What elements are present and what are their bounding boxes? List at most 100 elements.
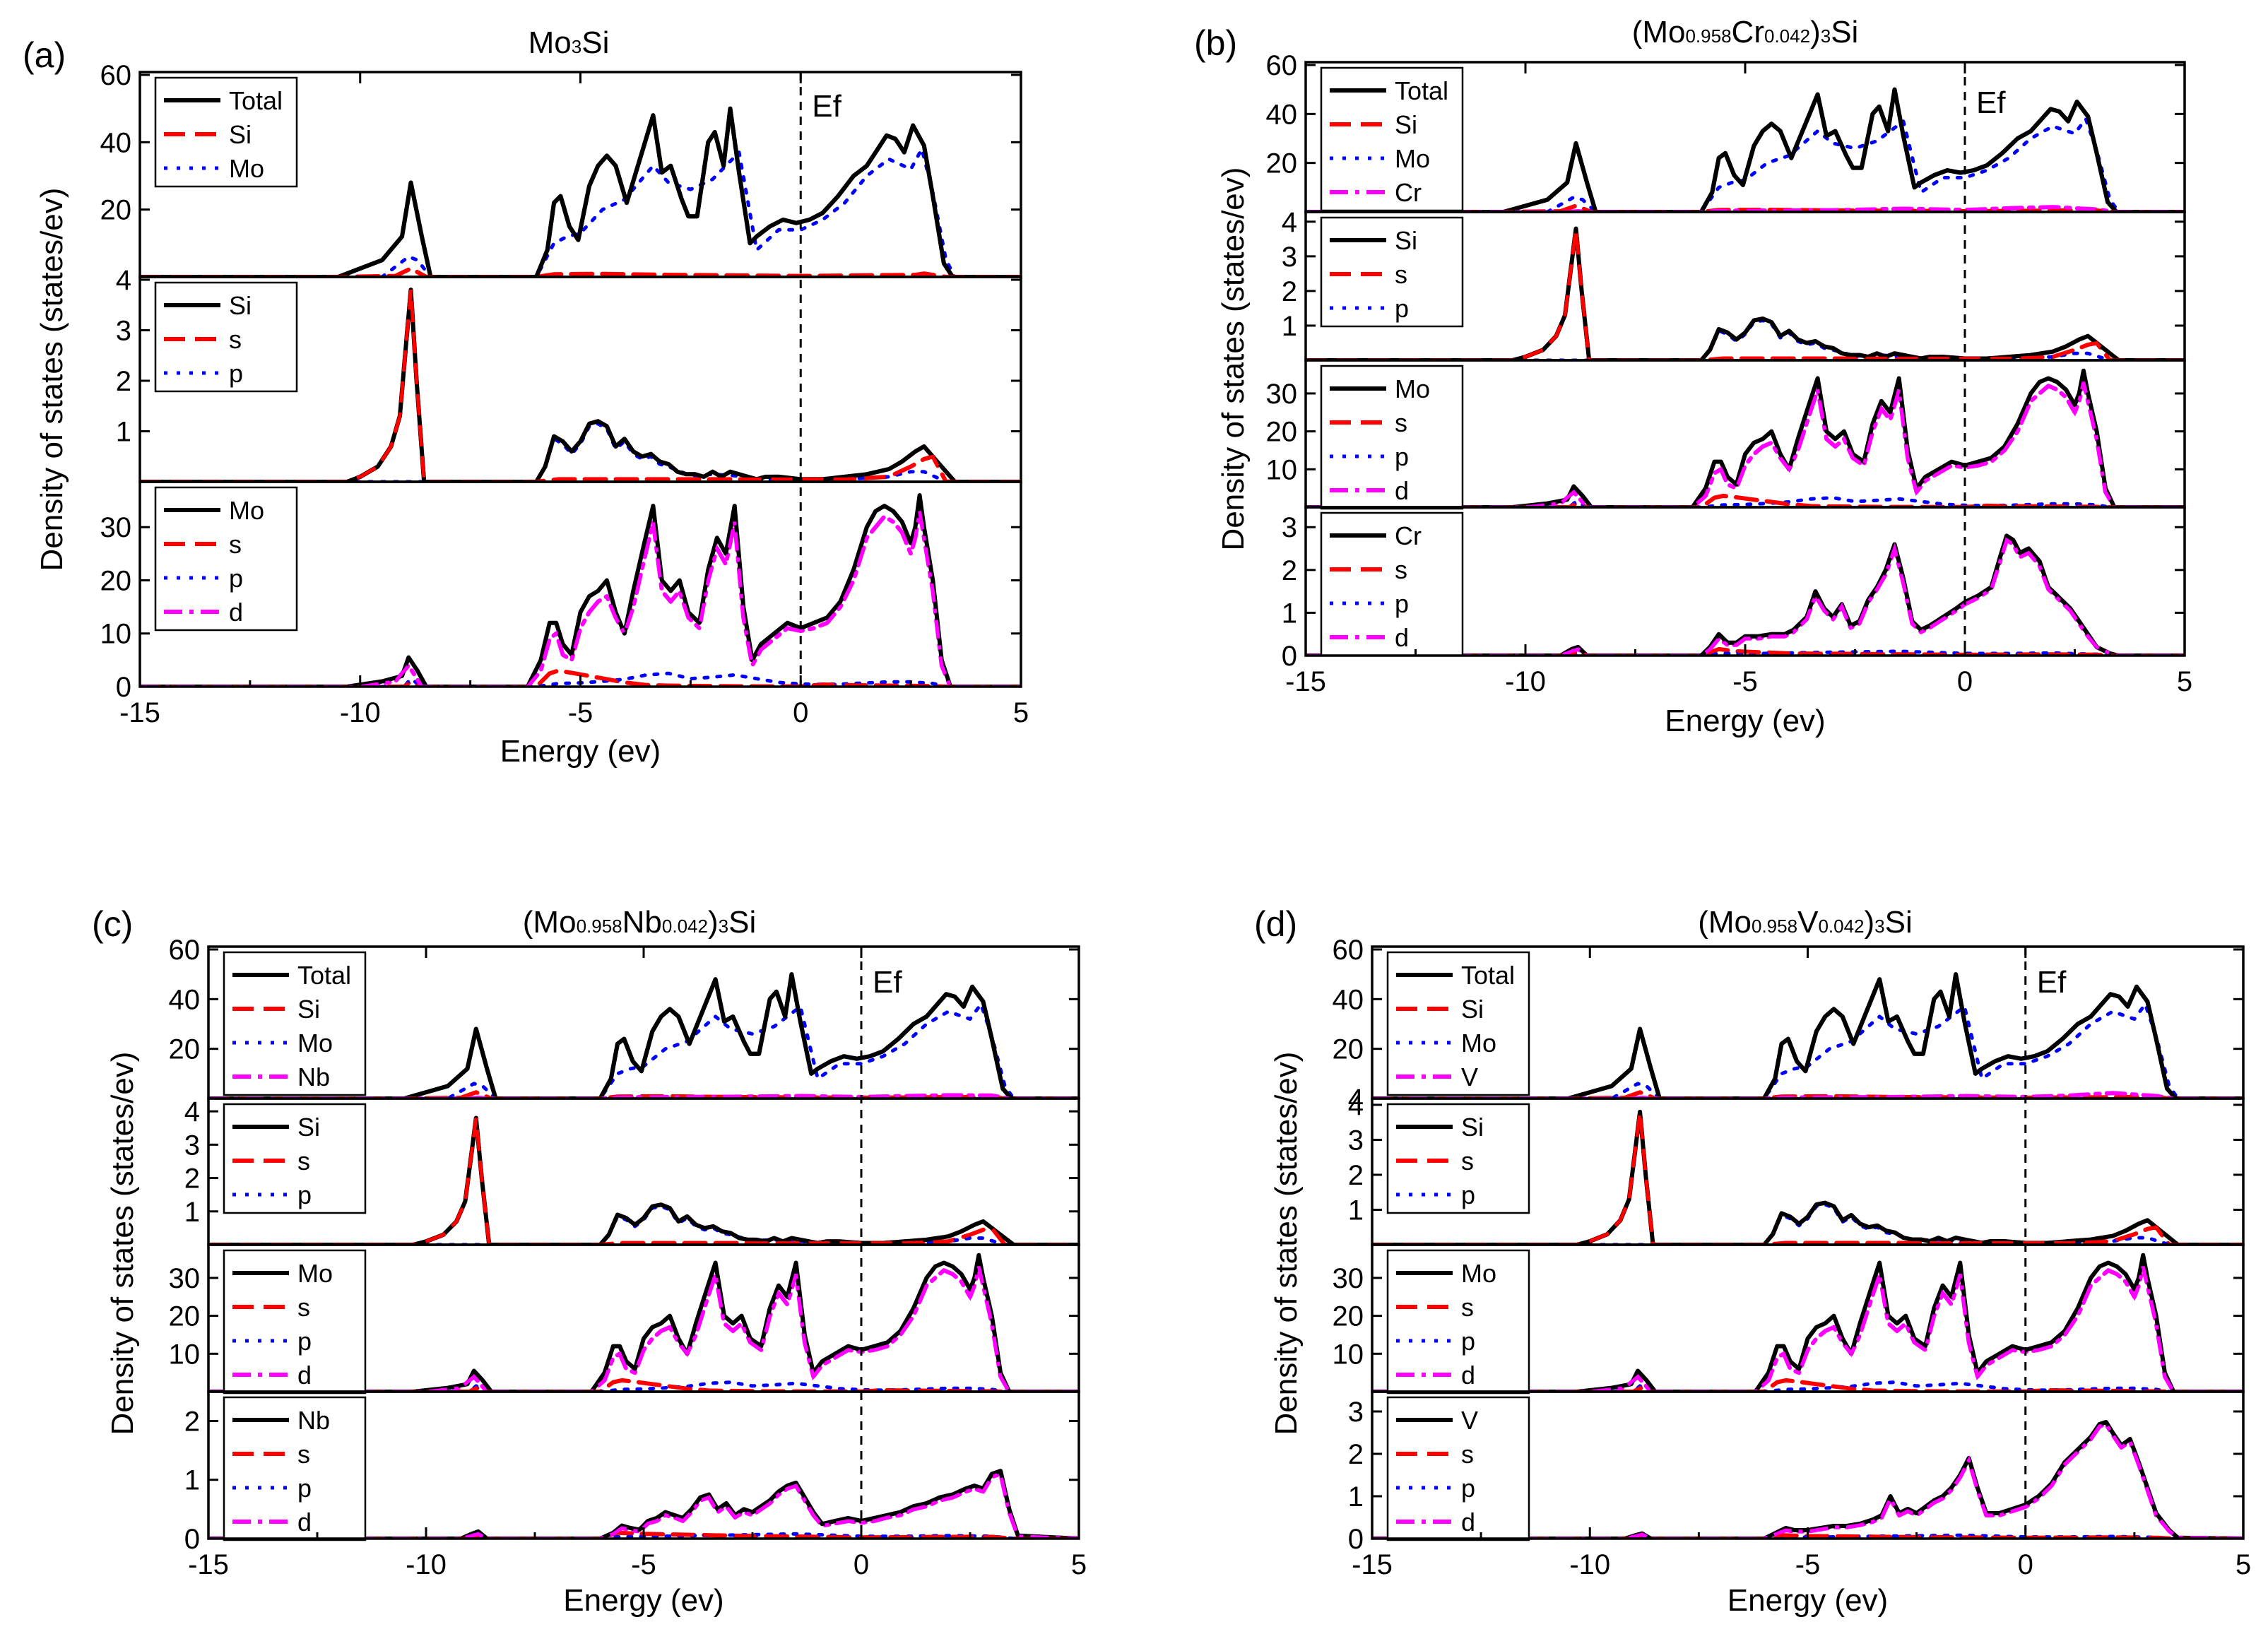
legend-label: Si [297, 995, 320, 1024]
series-line-mo [1306, 117, 2185, 212]
y-tick-label: 1 [1348, 1481, 1364, 1512]
x-tick-label: 0 [793, 697, 808, 728]
y-tick-label: 20 [1266, 417, 1298, 448]
x-tick-label: 5 [2235, 1549, 2251, 1580]
x-tick-label: -5 [1732, 666, 1758, 697]
title-part: Cr [1732, 15, 1764, 49]
series-overlay-d [208, 1266, 1079, 1392]
title-subscript: 0.042 [662, 916, 708, 937]
legend-label: p [297, 1474, 312, 1503]
legend-label: s [1461, 1293, 1474, 1322]
y-tick-label: 40 [1266, 99, 1298, 130]
subplot-3: 0 10 20 30 Mo spd [100, 480, 1022, 703]
legend-label: Si [1461, 1113, 1484, 1142]
x-tick-label: -10 [1505, 666, 1546, 697]
y-tick-label: 2 [1282, 276, 1297, 307]
y-axis-label: Density of states (states/ev) [1216, 167, 1251, 551]
subplot-3: 10 20 30 Mo spd [1333, 1243, 2245, 1395]
chart-title: (Mo0.958Cr0.042)3Si [1632, 15, 1859, 49]
x-tick-label: 5 [1071, 1549, 1087, 1580]
x-axis-label: Energy (ev) [1727, 1583, 1888, 1618]
x-tick-label: 0 [854, 1549, 869, 1580]
legend-label: Mo [229, 496, 264, 525]
series-line-mo [1372, 1002, 2243, 1099]
y-tick-label: 40 [169, 984, 201, 1015]
legend-label: p [297, 1180, 312, 1209]
series-line-si-top [208, 1115, 1079, 1245]
legend-label: Mo [1461, 1029, 1496, 1058]
x-axis-label: Energy (ev) [563, 1583, 723, 1618]
subplot-1: 4 20 40 60 Total Si Mo V [1333, 935, 2245, 1115]
subplot-1: 20 40 60 Total Si Mo [100, 60, 1022, 278]
x-tick-label: 5 [2177, 666, 2192, 697]
y-tick-label: 3 [116, 316, 131, 347]
x-tick-label: -15 [119, 697, 160, 728]
y-tick-label: 2 [1282, 555, 1297, 586]
title-part: Si [1831, 15, 1858, 49]
y-tick-label: 0 [1348, 1524, 1364, 1555]
x-axis-label: Energy (ev) [1665, 704, 1825, 738]
series-line-mo [140, 147, 1021, 277]
legend-label: Cr [1395, 521, 1422, 550]
series-overlay-d [1306, 537, 2185, 656]
legend-label: Mo [1395, 374, 1430, 403]
series-line-total-top [208, 972, 1079, 1099]
y-tick-label: 20 [1333, 1034, 1364, 1065]
y-tick-label: 0 [1282, 641, 1297, 672]
series-line-mo-top [140, 493, 1021, 687]
title-subscript: 0.042 [1818, 916, 1864, 937]
legend-label: d [229, 598, 243, 627]
x-tick-label: -10 [340, 697, 381, 728]
legend-label: Mo [1461, 1259, 1496, 1288]
y-tick-label: 3 [1348, 1397, 1364, 1428]
y-tick-label: 4 [116, 265, 131, 296]
title-part: Si [728, 905, 756, 940]
y-tick-label: 60 [1266, 50, 1298, 81]
panel-label: (c) [92, 904, 133, 944]
fermi-label: Ef [812, 89, 841, 124]
legend-label: d [1461, 1361, 1475, 1390]
panel-label: (d) [1254, 904, 1297, 944]
series-overlay-d [1306, 381, 2185, 507]
y-tick-label: 10 [100, 619, 132, 650]
series-line-total-top [1372, 972, 2243, 1099]
chart-title: Mo3Si [528, 25, 610, 60]
legend-label: p [297, 1327, 312, 1356]
x-tick-label: -5 [631, 1549, 656, 1580]
y-tick-label: 4 [184, 1096, 200, 1127]
y-tick-label: 2 [116, 366, 131, 397]
y-tick-label: 60 [100, 60, 132, 91]
series-overlay-d [1372, 1266, 2243, 1392]
subplot-4: 0 1 2 3 Cr spd [1282, 506, 2186, 672]
series-overlay-si [140, 266, 1021, 277]
legend-label: d [1395, 623, 1409, 652]
legend-label: Mo [1395, 144, 1430, 173]
legend-label: Total [297, 961, 351, 990]
series-group [140, 106, 1021, 277]
chart-panel-c: (c) (Mo0.958Nb0.042)3Si204060TotalSiMoNb1… [92, 904, 1087, 1618]
series-line-total-top [1306, 87, 2185, 212]
legend-label: s [229, 530, 242, 559]
legend-label: Mo [229, 154, 264, 183]
title-part: Si [581, 25, 609, 60]
y-axis-label: Density of states (states/ev) [105, 1052, 140, 1435]
y-tick-label: 30 [1266, 379, 1298, 410]
legend-label: V [1461, 1062, 1478, 1091]
title-part: Nb [622, 905, 662, 940]
series-line-mo [208, 1002, 1079, 1099]
y-tick-label: 20 [1333, 1301, 1364, 1332]
y-tick-label: 4 [1282, 207, 1297, 238]
y-tick-label: 60 [1333, 935, 1364, 966]
title-part: Mo [528, 25, 572, 60]
legend-label: p [1395, 442, 1409, 471]
legend-label: d [297, 1361, 312, 1390]
legend-label: s [1395, 260, 1407, 289]
legend-label: Cr [1395, 178, 1422, 207]
y-tick-label: 10 [1333, 1339, 1364, 1370]
title-subscript: 0.958 [577, 916, 622, 937]
x-axis-label: Energy (ev) [500, 734, 661, 769]
y-tick-label: 40 [100, 127, 132, 158]
